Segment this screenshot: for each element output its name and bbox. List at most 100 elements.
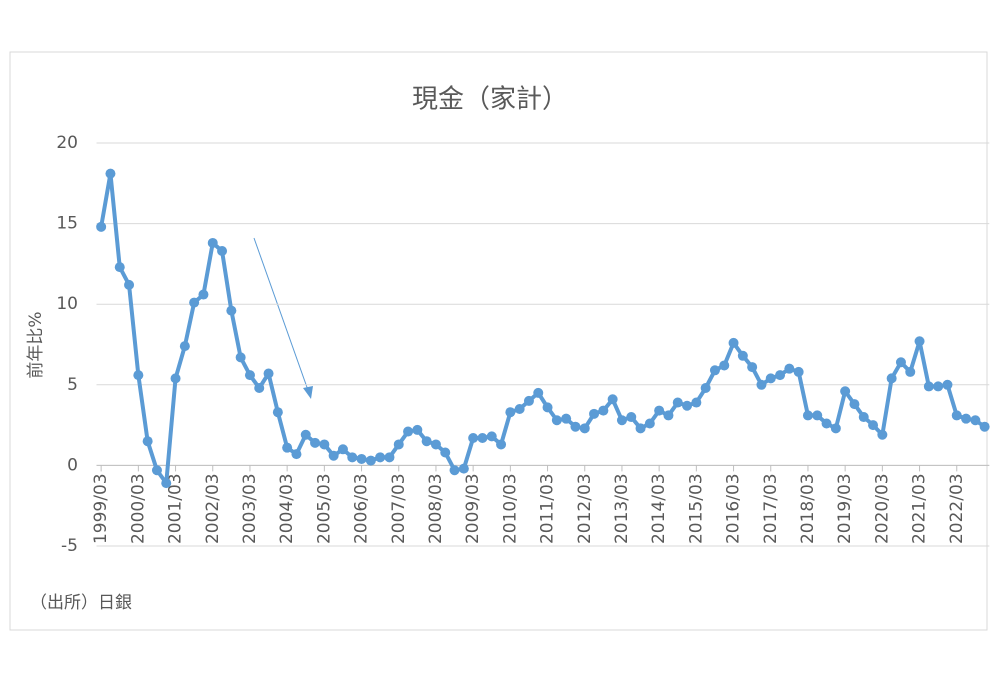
- data-point: [775, 370, 786, 381]
- source-note: （出所）日銀: [30, 593, 132, 613]
- data-point: [551, 415, 562, 426]
- x-tick-label: 2017/03: [761, 473, 781, 544]
- data-point: [421, 436, 432, 447]
- data-point: [737, 350, 748, 361]
- data-point: [719, 360, 730, 371]
- x-tick-label: 2003/03: [240, 473, 260, 544]
- y-tick-label: -5: [61, 536, 78, 556]
- data-point: [812, 410, 823, 421]
- data-point: [821, 418, 832, 429]
- data-point: [849, 399, 860, 410]
- x-tick-label: 1999/03: [91, 473, 111, 544]
- x-tick-label: 2001/03: [166, 473, 186, 544]
- chart-frame: [9, 51, 988, 631]
- x-tick-label: 2005/03: [314, 473, 334, 544]
- data-point: [291, 449, 302, 460]
- x-tick-label: 2019/03: [835, 473, 855, 544]
- data-point: [244, 370, 255, 381]
- data-point: [514, 403, 525, 414]
- data-point: [951, 410, 962, 421]
- data-point: [254, 383, 265, 394]
- data-point: [347, 452, 358, 463]
- x-tick-label: 2021/03: [910, 473, 930, 544]
- data-point: [114, 262, 125, 273]
- x-tick-label: 2010/03: [500, 473, 520, 544]
- data-point: [375, 452, 386, 463]
- data-point: [365, 455, 376, 466]
- data-point: [607, 394, 618, 405]
- data-point: [961, 413, 972, 424]
- data-point: [449, 465, 460, 476]
- x-tick-label: 2007/03: [389, 473, 409, 544]
- x-tick-label: 2015/03: [686, 473, 706, 544]
- data-point: [235, 352, 246, 363]
- data-point: [700, 383, 711, 394]
- data-point: [570, 421, 581, 432]
- data-point: [728, 337, 739, 348]
- data-point: [933, 381, 944, 392]
- data-point: [523, 395, 534, 406]
- data-point: [198, 289, 209, 300]
- data-point: [496, 439, 507, 450]
- annotation-arrowhead: [303, 386, 313, 399]
- data-point: [877, 429, 888, 440]
- data-point: [124, 279, 135, 290]
- data-point: [356, 453, 367, 464]
- x-tick-label: 2018/03: [798, 473, 818, 544]
- x-tick-label: 2022/03: [947, 473, 967, 544]
- data-point: [337, 444, 348, 455]
- y-axis-label: 前年比%: [26, 311, 46, 378]
- data-point: [393, 439, 404, 450]
- data-point: [217, 246, 228, 257]
- data-point: [310, 437, 321, 448]
- data-point: [105, 168, 116, 179]
- data-point: [189, 297, 200, 308]
- data-point: [282, 442, 293, 453]
- data-point: [942, 379, 953, 390]
- data-point: [886, 373, 897, 384]
- data-point: [682, 400, 693, 411]
- x-tick-label: 2016/03: [724, 473, 744, 544]
- data-point: [161, 478, 172, 489]
- data-point: [328, 450, 339, 461]
- y-tick-label: 15: [56, 214, 78, 234]
- x-tick-label: 2008/03: [426, 473, 446, 544]
- data-point: [430, 439, 441, 450]
- data-point: [133, 370, 144, 381]
- data-point: [207, 237, 218, 248]
- data-point: [263, 368, 274, 379]
- data-point: [635, 423, 646, 434]
- y-tick-label: 20: [56, 133, 78, 153]
- data-point: [784, 363, 795, 374]
- y-tick-label: 10: [56, 294, 78, 314]
- data-point: [858, 412, 869, 423]
- data-point: [598, 405, 609, 416]
- data-point: [793, 366, 804, 377]
- data-point: [830, 423, 841, 434]
- x-tick-label: 2000/03: [128, 473, 148, 544]
- data-point: [440, 447, 451, 458]
- x-tick-label: 2012/03: [575, 473, 595, 544]
- data-point: [319, 439, 330, 450]
- data-point: [970, 415, 981, 426]
- data-point: [579, 423, 590, 434]
- data-point: [300, 429, 311, 440]
- x-tick-label: 2009/03: [463, 473, 483, 544]
- data-point: [914, 336, 925, 347]
- data-point: [505, 407, 516, 418]
- data-point: [272, 407, 283, 418]
- data-point: [170, 373, 181, 384]
- data-point: [403, 426, 414, 437]
- data-point: [644, 418, 655, 429]
- data-point: [458, 463, 469, 474]
- data-point: [895, 357, 906, 368]
- x-tick-label: 2020/03: [872, 473, 892, 544]
- data-point: [384, 452, 395, 463]
- data-point: [802, 410, 813, 421]
- data-point: [979, 421, 990, 432]
- chart-title: 現金（家計）: [412, 85, 568, 115]
- data-point: [179, 341, 190, 352]
- data-point: [533, 387, 544, 398]
- data-point: [905, 366, 916, 377]
